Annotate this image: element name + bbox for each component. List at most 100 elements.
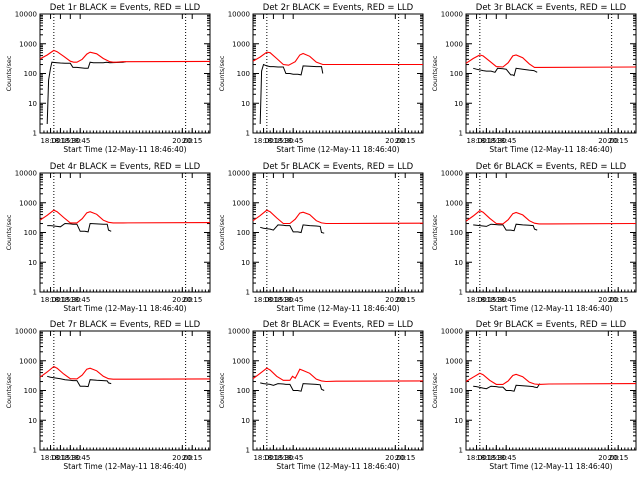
plot-frame <box>465 172 637 293</box>
x-tick-label: 18:45 <box>496 454 516 462</box>
x-tick-label: 20:15 <box>182 137 202 145</box>
lld-series-line <box>465 372 637 385</box>
panel-title: Det 3r BLACK = Events, RED = LLD <box>476 3 627 13</box>
y-tick-label: 1 <box>246 289 250 297</box>
y-axis-label: Counts/sec <box>431 214 439 250</box>
plot-frame <box>465 330 637 451</box>
y-tick-label: 1000 <box>232 40 250 48</box>
x-tick-label: 18:00 <box>466 296 486 304</box>
x-tick-label: 18:00 <box>466 454 486 462</box>
x-tick-label: 20:15 <box>395 296 415 304</box>
x-tick-label: 18:00 <box>40 137 60 145</box>
x-axis-label: Start Time (12-May-11 18:46:40) <box>489 462 612 471</box>
x-tick-label: 18:00 <box>40 454 60 462</box>
x-tick-label: 18:45 <box>283 296 303 304</box>
x-tick-label: 18:30 <box>486 454 506 462</box>
y-tick-label: 1000 <box>445 357 463 365</box>
x-tick-label: 18:45 <box>70 296 90 304</box>
x-tick-label: 18:15 <box>476 454 496 462</box>
y-tick-label: 100 <box>450 229 463 237</box>
x-axis-label: Start Time (12-May-11 18:46:40) <box>276 462 399 471</box>
x-tick-label: 20:00 <box>598 296 618 304</box>
x-tick-label: 20:15 <box>608 454 628 462</box>
x-tick-label: 20:00 <box>598 137 618 145</box>
events-series-line <box>46 61 126 125</box>
y-tick-label: 10000 <box>15 328 37 336</box>
lld-series-line <box>39 209 211 224</box>
y-tick-label: 100 <box>237 229 250 237</box>
y-tick-label: 100 <box>24 70 37 78</box>
y-tick-label: 1 <box>33 130 37 138</box>
y-tick-label: 10000 <box>228 328 250 336</box>
x-tick-label: 18:30 <box>60 296 80 304</box>
y-tick-label: 1000 <box>232 199 250 207</box>
x-tick-label: 18:30 <box>273 296 293 304</box>
y-tick-label: 100 <box>24 229 37 237</box>
y-tick-label: 10 <box>28 100 37 108</box>
x-tick-label: 18:15 <box>50 296 70 304</box>
x-tick-label: 18:45 <box>283 137 303 145</box>
detector-panel-6: Det 6r BLACK = Events, RED = LLD 1 10 100 10… <box>431 162 637 313</box>
detector-panel-2: Det 2r BLACK = Events, RED = LLD 1 10 100 10… <box>218 3 424 154</box>
plot-frame <box>39 13 211 134</box>
y-tick-label: 10000 <box>228 170 250 178</box>
detector-panel-7: Det 7r BLACK = Events, RED = LLD 1 10 100 10… <box>5 320 211 471</box>
detector-panel-3: Det 3r BLACK = Events, RED = LLD 1 10 100 10… <box>431 3 637 154</box>
x-tick-label: 18:45 <box>496 296 516 304</box>
events-series-line <box>473 223 538 232</box>
y-tick-label: 10000 <box>441 11 463 19</box>
plot-frame <box>252 330 424 451</box>
y-axis-label: Counts/sec <box>218 372 226 408</box>
x-tick-label: 18:00 <box>253 454 273 462</box>
x-tick-label: 20:15 <box>608 137 628 145</box>
x-tick-label: 20:15 <box>608 296 628 304</box>
panel-title: Det 2r BLACK = Events, RED = LLD <box>263 3 414 13</box>
x-tick-label: 20:00 <box>385 454 405 462</box>
detector-panel-5: Det 5r BLACK = Events, RED = LLD 1 10 100 10… <box>218 162 424 313</box>
lld-series-line <box>465 54 637 68</box>
y-tick-label: 1 <box>33 289 37 297</box>
y-tick-label: 1000 <box>19 199 37 207</box>
x-tick-label: 18:15 <box>476 137 496 145</box>
x-tick-label: 20:00 <box>385 296 405 304</box>
y-tick-label: 1 <box>459 289 463 297</box>
events-series-line <box>260 224 325 234</box>
events-series-line <box>260 382 325 392</box>
x-tick-label: 20:00 <box>172 137 192 145</box>
y-axis-label: Counts/sec <box>431 372 439 408</box>
y-axis-label: Counts/sec <box>218 55 226 91</box>
x-axis-label: Start Time (12-May-11 18:46:40) <box>489 304 612 313</box>
x-tick-label: 18:30 <box>273 454 293 462</box>
x-tick-label: 20:15 <box>395 137 415 145</box>
y-axis-label: Counts/sec <box>5 214 13 250</box>
lld-series-line <box>465 210 637 225</box>
events-series-line <box>473 383 541 392</box>
detector-panel-8: Det 8r BLACK = Events, RED = LLD 1 10 100 10… <box>218 320 424 471</box>
x-tick-label: 18:15 <box>263 454 283 462</box>
x-tick-label: 20:15 <box>395 454 415 462</box>
x-tick-label: 18:45 <box>283 454 303 462</box>
y-tick-label: 10 <box>241 259 250 267</box>
panel-title: Det 8r BLACK = Events, RED = LLD <box>263 320 414 330</box>
lld-series-line <box>252 209 424 225</box>
y-tick-label: 10000 <box>15 11 37 19</box>
x-tick-label: 18:45 <box>496 137 516 145</box>
lld-series-line <box>39 49 211 63</box>
panel-title: Det 7r BLACK = Events, RED = LLD <box>50 320 201 330</box>
y-tick-label: 10 <box>454 100 463 108</box>
x-axis-label: Start Time (12-May-11 18:46:40) <box>63 462 186 471</box>
x-axis-label: Start Time (12-May-11 18:46:40) <box>489 145 612 154</box>
y-tick-label: 1 <box>459 130 463 138</box>
panel-title: Det 6r BLACK = Events, RED = LLD <box>476 162 627 172</box>
y-tick-label: 1 <box>459 447 463 455</box>
y-axis-label: Counts/sec <box>218 214 226 250</box>
x-tick-label: 18:45 <box>70 454 90 462</box>
y-tick-label: 100 <box>450 70 463 78</box>
x-tick-label: 18:30 <box>486 296 506 304</box>
y-tick-label: 1000 <box>232 357 250 365</box>
events-series-line <box>47 375 112 388</box>
y-tick-label: 10 <box>454 259 463 267</box>
lld-series-line <box>39 365 211 380</box>
y-tick-label: 10 <box>454 417 463 425</box>
lld-series-line <box>252 51 423 66</box>
